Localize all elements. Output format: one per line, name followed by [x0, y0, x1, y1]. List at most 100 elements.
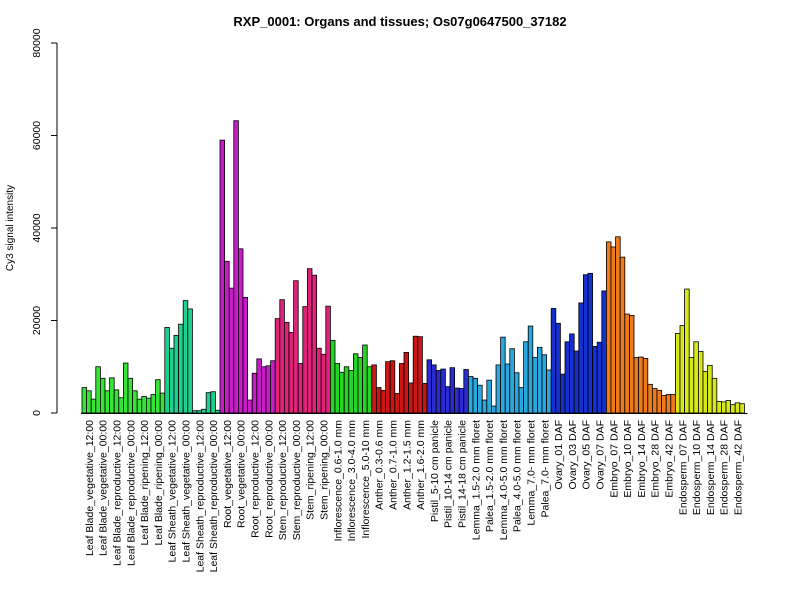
bar [95, 366, 101, 414]
bar [219, 139, 225, 414]
bar [260, 366, 267, 414]
x-tick-label: Inflorescence_3.0-4.0 mm [346, 420, 358, 542]
x-tick-label: Ovary_05 DAF [581, 420, 593, 489]
bar [716, 401, 722, 414]
x-tick-label: Lemma_7.0- mm floret [526, 420, 538, 526]
bar [560, 373, 566, 414]
bar [375, 387, 382, 414]
bar [435, 370, 442, 414]
x-tick-label: Embryo_28 DAF [650, 420, 662, 498]
bar [601, 290, 607, 414]
bar [178, 323, 184, 414]
bar [537, 346, 543, 414]
bar [679, 325, 685, 414]
x-tick-label: Root_reproductive_00:00 [263, 420, 275, 538]
bar [564, 341, 570, 414]
bar [145, 397, 152, 414]
x-axis-tick-labels: Leaf Blade_vegetative_12:00 Leaf Blade_ve… [84, 420, 745, 573]
bar [385, 361, 391, 414]
bar [684, 288, 690, 414]
bar [173, 334, 179, 414]
x-tick-label: Anther_1.2-1.5 mm [401, 420, 413, 510]
bar [444, 386, 451, 414]
x-tick-label: Stem_reproductive_00:00 [291, 420, 303, 540]
bar [228, 287, 235, 414]
bar [325, 305, 331, 414]
bar [504, 363, 511, 414]
x-tick-label: Leaf Sheath_vegetative_12:00 [167, 420, 179, 563]
bar [541, 354, 547, 414]
bar [629, 315, 635, 414]
x-tick-label: Embryo_07 DAF [608, 420, 620, 498]
bar [477, 384, 483, 414]
bar [283, 321, 290, 414]
bar [527, 325, 534, 414]
bar [196, 410, 202, 414]
x-tick-label: Palea_7.0- mm floret [539, 420, 551, 518]
bar [619, 256, 626, 414]
bar [417, 336, 423, 414]
bar [734, 402, 741, 414]
bar [136, 398, 143, 414]
x-tick-label: Ovary_01 DAF [553, 420, 565, 489]
x-tick-label: Ovary_07 DAF [595, 420, 607, 489]
bar [224, 260, 230, 414]
x-tick-label: Pistil_10-14 cm panicle [443, 420, 455, 528]
x-tick-label: Lemma_1.5-2.0 mm floret [470, 420, 482, 540]
bar [725, 400, 731, 414]
bar [274, 318, 281, 414]
bar [449, 367, 455, 414]
x-tick-label: Endosperm_10 DAF [691, 420, 703, 515]
bar [412, 335, 419, 414]
bar [670, 394, 676, 414]
bar [113, 389, 120, 414]
bar [675, 333, 681, 414]
bar [665, 394, 672, 414]
bar [104, 390, 110, 414]
bar [366, 366, 373, 414]
bar [279, 299, 285, 414]
bar [569, 333, 575, 414]
x-tick-label: Stem_reproductive_12:00 [277, 420, 289, 540]
bar [610, 246, 616, 414]
chart-title: RXP_0001: Organs and tissues; Os07g06475… [233, 14, 566, 29]
bar [509, 348, 515, 414]
y-tick-label: 80000 [31, 28, 43, 57]
x-tick-label: Endosperm_28 DAF [719, 420, 731, 515]
bar [702, 370, 708, 414]
bar [256, 358, 262, 414]
bar [191, 410, 198, 414]
bar [688, 357, 695, 414]
bar [302, 306, 308, 414]
x-tick-label: Endosperm_42 DAF [733, 420, 745, 515]
bar [127, 377, 133, 414]
y-axis-label: Cy3 signal intensity [5, 185, 16, 271]
x-tick-label: Leaf Sheath_reproductive_00:00 [208, 420, 220, 573]
bar [721, 401, 727, 414]
bar [100, 377, 106, 414]
x-tick-label: Stem_ripening_00:00 [319, 420, 331, 520]
bar [518, 387, 524, 414]
x-tick-label: Inflorescence_5.0-10 mm [360, 420, 372, 539]
x-tick-label: Pistil_14-18 cm panicle [457, 420, 469, 528]
bar [357, 357, 363, 414]
bar [546, 369, 552, 414]
bar [306, 268, 313, 414]
bar [440, 368, 446, 414]
bar [514, 372, 520, 414]
x-tick-label: Leaf Blade_reproductive_00:00 [125, 420, 137, 566]
bar [81, 387, 87, 414]
bar [523, 341, 529, 414]
bar [109, 377, 115, 414]
y-tick-label: 0 [31, 410, 43, 416]
bar [481, 399, 488, 414]
bar [150, 394, 156, 414]
bar [320, 353, 327, 414]
x-tick-label: Leaf Blade_vegetative_00:00 [98, 420, 110, 556]
bar [472, 377, 478, 414]
bar [251, 372, 258, 414]
bar [463, 369, 469, 414]
bar [86, 390, 92, 414]
bar [656, 389, 662, 414]
bar [141, 395, 147, 414]
